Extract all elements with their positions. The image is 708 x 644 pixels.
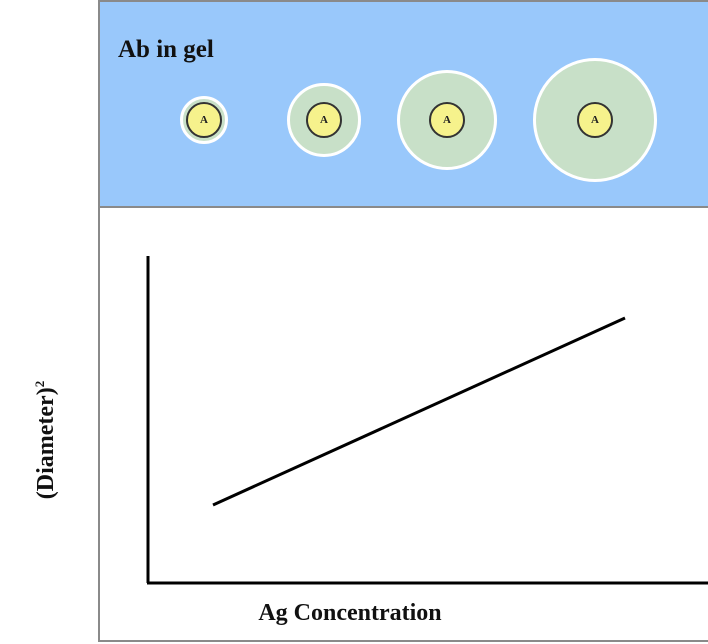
y-axis-label: (Diameter)2 [32, 381, 60, 499]
x-axis-label: Ag Concentration [258, 600, 442, 626]
gel-label: Ab in gel [118, 36, 214, 63]
figure-frame: Ab in gel A A A A [98, 0, 708, 642]
y-axis-label-exponent: 2 [32, 380, 47, 388]
precipitin-ring-4: A [533, 58, 657, 182]
gel-panel: Ab in gel A A A A [100, 2, 708, 208]
precipitin-ring-2: A [287, 83, 361, 157]
precipitin-ring-1: A [180, 96, 228, 144]
antigen-well-4: A [577, 102, 613, 138]
antigen-well-1: A [186, 102, 222, 138]
y-axis-label-text: (Diameter) [33, 387, 59, 500]
series-line [212, 316, 626, 507]
precipitin-ring-3: A [397, 70, 497, 170]
antigen-well-2: A [306, 102, 342, 138]
antigen-well-3: A [429, 102, 465, 138]
